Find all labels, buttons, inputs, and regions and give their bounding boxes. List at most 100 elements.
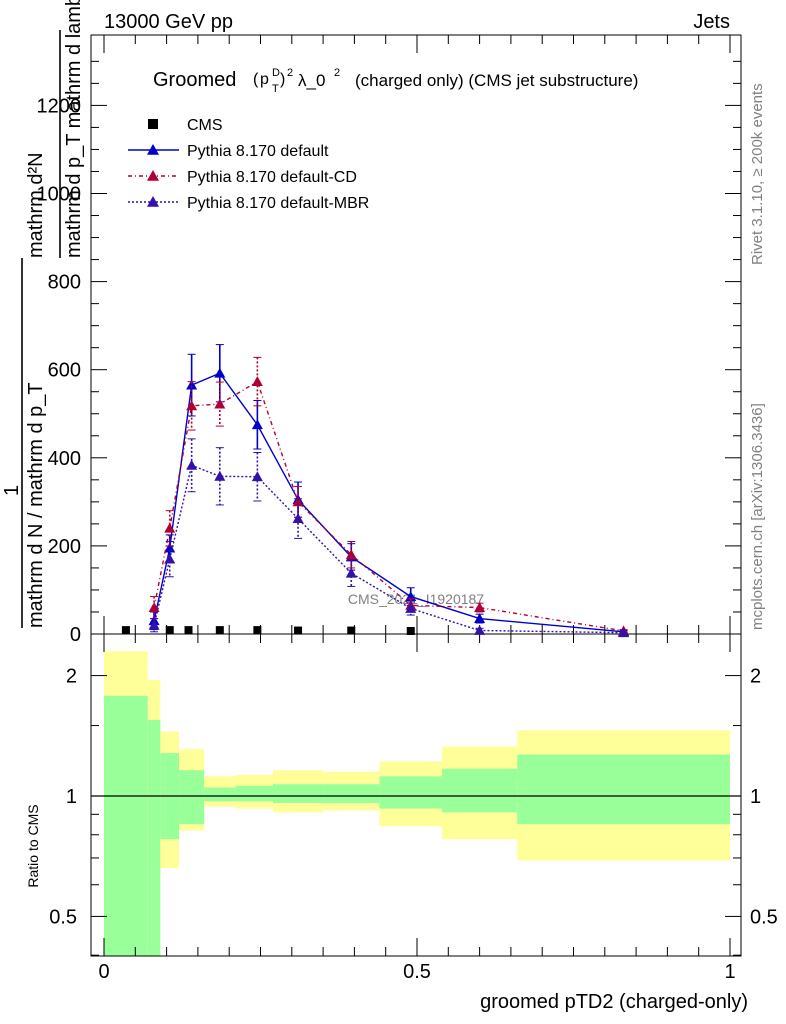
ylabel-lower: mathrm d N / mathrm d p_T <box>25 382 47 628</box>
series-line-2 <box>153 464 624 634</box>
title-paren-close: ) <box>280 71 285 88</box>
point-1-0 <box>148 602 160 612</box>
ylabel-numerator: mathrm d²N <box>25 152 47 258</box>
main-ylabel: mathrm d²N mathrm d p_T mathrm d lambda … <box>1 0 85 628</box>
cms-point-3 <box>215 626 224 635</box>
legend-marker-2 <box>147 170 159 181</box>
ratio-ylabel: Ratio to CMS <box>25 804 41 887</box>
legend-item-2: Pythia 8.170 default-CD <box>128 169 357 186</box>
point-1-4 <box>251 376 263 386</box>
header-energy: 13000 GeV pp <box>104 11 233 33</box>
title-p: p <box>260 71 269 88</box>
main-ytick-label-1200: 1200 <box>37 95 82 117</box>
point-1-5 <box>292 496 304 507</box>
ratio-green-band-10 <box>517 754 730 825</box>
ratio-bands <box>104 651 730 956</box>
main-ytick-label-400: 400 <box>48 448 81 470</box>
cms-point-1 <box>165 626 174 635</box>
main-ytick-label-200: 200 <box>48 536 81 558</box>
ratio-green-band-8 <box>379 776 443 809</box>
legend-label-1: Pythia 8.170 default <box>187 143 329 160</box>
main-ytick-label-800: 800 <box>48 272 81 294</box>
title-lambda: λ_0 <box>298 71 325 90</box>
legend-marker-3 <box>147 196 159 207</box>
legend-item-0: CMS <box>148 117 223 134</box>
rivet-version-label: Rivet 3.1.10, ≥ 200k events <box>749 83 766 265</box>
cms-point-5 <box>294 626 303 635</box>
ratio-green-band-7 <box>323 784 380 804</box>
ratio-ytick-label-0.5: 0.5 <box>49 906 77 928</box>
point-1-6 <box>345 549 357 560</box>
header-jets: Jets <box>693 11 730 33</box>
title-sub-t: T <box>272 83 279 95</box>
cms-point-4 <box>253 626 262 635</box>
ratio-ytick-label-2: 2 <box>66 666 77 688</box>
legend: CMS Pythia 8.170 default Pythia 8.170 defa… <box>128 117 369 212</box>
point-2-9 <box>618 627 630 638</box>
ratio-green-band-6 <box>273 784 324 804</box>
ratio-green-band-0 <box>104 695 148 956</box>
ratio-ytick-label-right-2: 2 <box>750 666 761 688</box>
point-0-8 <box>474 613 486 623</box>
mcplots-label: mcplots.cern.ch [arXiv:1306.3436] <box>749 403 766 630</box>
legend-item-1: Pythia 8.170 default <box>128 143 329 160</box>
ratio-plot-frame <box>90 633 742 957</box>
point-0-2 <box>186 379 198 390</box>
point-2-1 <box>164 553 176 564</box>
series-layer <box>148 344 630 638</box>
series-line-1 <box>153 380 624 632</box>
title-sup-d: D <box>272 67 280 79</box>
title-prefix: Groomed <box>153 69 236 91</box>
series-2 <box>148 438 630 638</box>
ylabel-denominator: mathrm d p_T mathrm d lambda <box>63 0 85 258</box>
point-2-3 <box>214 470 226 481</box>
point-0-4 <box>251 419 263 430</box>
point-2-6 <box>345 567 357 578</box>
point-2-4 <box>251 471 263 482</box>
legend-marker-1 <box>147 144 159 155</box>
title-paren-open: ( <box>253 71 259 88</box>
title-sup-lambda: 2 <box>334 67 340 79</box>
ratio-green-band-9 <box>442 768 518 813</box>
cms-point-7 <box>406 627 415 635</box>
ratio-green-band-3 <box>179 770 205 825</box>
ratio-xtick-label-1: 1 <box>724 961 735 983</box>
legend-label-2: Pythia 8.170 default-CD <box>187 169 357 186</box>
cms-data-layer <box>121 626 415 635</box>
ratio-xtick-label-0: 0 <box>98 961 109 983</box>
main-ytick-label-0: 0 <box>70 624 81 646</box>
cms-point-2 <box>184 626 193 635</box>
cms-point-6 <box>347 626 356 635</box>
title-sup-2: 2 <box>287 67 293 79</box>
point-0-3 <box>214 367 226 378</box>
ratio-ytick-label-1: 1 <box>66 786 77 808</box>
point-1-3 <box>214 398 226 409</box>
ylabel-one: 1 <box>1 485 23 496</box>
point-2-8 <box>474 624 486 635</box>
main-axis-ticks: 0 200 400 600 800 1000 1200 <box>37 35 741 646</box>
ratio-green-band-5 <box>235 785 274 802</box>
point-2-2 <box>186 459 198 470</box>
main-ytick-label-1000: 1000 <box>37 184 82 206</box>
legend-cms-marker <box>148 119 158 129</box>
legend-label-0: CMS <box>187 117 223 134</box>
plot-title: Groomed ( p D T ) 2 λ_0 2 (charged only)… <box>153 67 638 95</box>
ratio-ytick-label-right-0.5: 0.5 <box>750 906 778 928</box>
point-2-7 <box>405 602 417 613</box>
cms-point-0 <box>121 626 130 635</box>
x-axis-label: groomed pTD2 (charged-only) <box>480 991 748 1013</box>
point-1-1 <box>164 522 176 533</box>
ratio-green-band-1 <box>147 719 161 956</box>
legend-label-3: Pythia 8.170 default-MBR <box>187 195 369 212</box>
ratio-green-band-4 <box>204 787 236 802</box>
point-1-8 <box>474 602 486 612</box>
legend-item-3: Pythia 8.170 default-MBR <box>128 195 369 212</box>
point-2-5 <box>292 513 304 523</box>
point-2-0 <box>148 619 160 630</box>
ratio-xtick-label-0.5: 0.5 <box>403 961 431 983</box>
main-ytick-label-600: 600 <box>48 360 81 382</box>
title-suffix: (charged only) (CMS jet substructure) <box>355 71 638 90</box>
point-1-2 <box>186 400 198 411</box>
ratio-ytick-label-right-1: 1 <box>750 786 761 808</box>
